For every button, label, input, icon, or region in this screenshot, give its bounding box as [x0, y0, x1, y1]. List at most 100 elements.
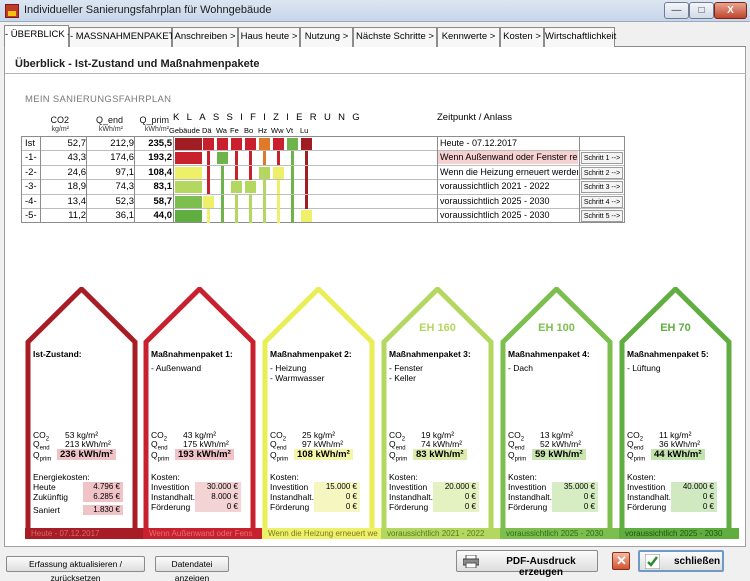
table-row: -3- 18,9 74,3 83,1 voraussichtlich 2021 …	[22, 180, 624, 195]
row-qend: 74,3	[115, 181, 135, 193]
strip-paket-4: voraussichtlich 2025 - 2030	[500, 528, 619, 539]
minimize-button[interactable]: —	[664, 2, 689, 19]
bar-wa	[221, 194, 224, 209]
bar-gebaeude	[175, 195, 202, 208]
tab-kennwerte[interactable]: Kennwerte >	[437, 27, 500, 47]
tab-naechste-schritte[interactable]: Nächste Schritte >	[353, 27, 437, 47]
bar-lu	[305, 180, 308, 195]
cost-value: 0 €	[314, 492, 360, 502]
row-qprim: 235,5	[148, 138, 172, 149]
col-qprim-unit: kWh/m²	[144, 126, 169, 133]
tab-haus-heute[interactable]: Haus heute >	[238, 27, 300, 47]
table-row: Ist 52,7 212,9 235,5 Heute - 07.12.2017	[22, 137, 624, 152]
schritt-1-button[interactable]: Schritt 1 -->	[581, 152, 623, 165]
table-divider	[437, 137, 438, 222]
cancel-button[interactable]: ✕	[612, 552, 630, 570]
house-outline	[619, 287, 732, 530]
measure-item: - Außenwand	[151, 363, 202, 373]
bar-lu	[305, 165, 308, 180]
tab-anschreiben[interactable]: Anschreiben >	[172, 27, 238, 47]
bar-lu	[301, 138, 312, 150]
klass-col-wa: Wa	[216, 126, 227, 135]
cost-value: 1.830 €	[83, 505, 123, 515]
update-button[interactable]: Erfassung aktualisieren / zurücksetzen	[6, 556, 145, 581]
bar-vt	[291, 151, 294, 166]
schritt-5-button[interactable]: Schritt 5 -->	[581, 210, 623, 222]
bar-vt	[287, 138, 298, 150]
strip-ist: Heute - 07.12.2017	[25, 528, 143, 539]
cost-label: Instandhalt.	[389, 492, 433, 502]
cost-value: 0 €	[552, 492, 598, 502]
qend-label: Qend	[151, 439, 168, 452]
bar-bo	[249, 151, 252, 166]
bar-gebaeude	[175, 138, 202, 150]
cost-value: 8.000 €	[195, 492, 241, 502]
bar-fe	[235, 165, 238, 180]
cost-label: Förderung	[627, 502, 667, 512]
tab-massnahmenpakete[interactable]: - MASSNAHMENPAKETE -	[69, 27, 186, 47]
pdf-button[interactable]: PDF-Ausdruck erzeugen	[456, 550, 598, 578]
qend-value: 52 kWh/m²	[540, 439, 582, 449]
row-co2: 24,6	[67, 166, 87, 178]
efficiency-label: EH 70	[660, 322, 691, 334]
strip-paket-5: voraussichtlich 2025 - 2030	[619, 528, 739, 539]
schritt-2-button[interactable]: Schritt 2 -->	[581, 166, 623, 179]
schritt-4-button[interactable]: Schritt 4 -->	[581, 195, 623, 208]
tab-wirtschaftlichkeit[interactable]: Wirtschaftlichkeit	[544, 27, 616, 47]
qprim-label: Qprim	[270, 450, 289, 463]
row-qend: 52,3	[115, 195, 135, 207]
qprim-label: Qprim	[33, 450, 52, 463]
row-co2: 18,9	[67, 181, 87, 193]
panel-header: Überblick - Ist-Zustand und Maßnahmenpak…	[5, 52, 746, 74]
bar-fe	[235, 151, 238, 166]
qend-label: Qend	[270, 439, 287, 452]
co2-label: CO2	[508, 430, 525, 443]
qprim-label: Qprim	[389, 450, 408, 463]
bar-vt	[291, 194, 294, 209]
tab-kosten[interactable]: Kosten >	[500, 27, 544, 47]
table-row: -2- 24,6 97,1 108,4 Wenn die Heizung ern…	[22, 165, 624, 181]
qprim-value: 83 kWh/m²	[413, 449, 467, 460]
bar-gebaeude	[175, 181, 202, 194]
datafile-button[interactable]: Datendatei anzeigen	[155, 556, 229, 581]
co2-value: 43 kg/m²	[183, 430, 217, 440]
measure-item: - Fenster	[389, 363, 424, 373]
co2-value: 13 kg/m²	[540, 430, 574, 440]
close-window-button[interactable]: X	[714, 2, 747, 19]
cost-value: 15.000 €	[314, 482, 360, 492]
house-outline	[381, 287, 494, 530]
klass-col-ww: Ww	[271, 126, 284, 135]
row-qprim: 83,1	[153, 181, 173, 193]
row-anlass: voraussichtlich 2025 - 2030	[440, 210, 550, 220]
cost-value: 0 €	[671, 492, 717, 502]
tab-nutzung[interactable]: Nutzung >	[300, 27, 353, 47]
cost-label: Investition	[389, 482, 428, 492]
house-outline	[262, 287, 375, 530]
bar-wa	[221, 209, 224, 223]
close-button-label: schließen	[674, 556, 721, 567]
house-card: EH 160 Maßnahmenpaket 3: - Fenster - Keller…	[381, 287, 494, 537]
maximize-button[interactable]: □	[689, 2, 714, 19]
row-anlass: voraussichtlich 2021 - 2022	[440, 181, 550, 192]
qprim-value: 108 kWh/m²	[294, 449, 353, 460]
cross-icon: ✕	[616, 553, 627, 568]
cost-label: Instandhalt.	[508, 492, 552, 502]
bar-fe	[235, 194, 238, 209]
qprim-value: 59 kWh/m²	[532, 449, 586, 460]
tab-ueberblick[interactable]: - ÜBERBLICK -	[4, 25, 70, 48]
close-button[interactable]: schließen	[638, 550, 724, 572]
row-qprim: 44,0	[153, 210, 173, 221]
measure-item: - Dach	[508, 363, 534, 373]
schritt-3-button[interactable]: Schritt 3 -->	[581, 181, 623, 194]
qend-value: 213 kWh/m²	[65, 439, 111, 449]
co2-value: 53 kg/m²	[65, 430, 99, 440]
cost-value: 30.000 €	[195, 482, 241, 492]
co2-value: 25 kg/m²	[302, 430, 336, 440]
klass-col-fe: Fe	[230, 126, 239, 135]
window-title: Individueller Sanierungsfahrplan für Woh…	[24, 4, 272, 16]
row-label: Ist	[25, 138, 36, 149]
klass-col-hz: Hz	[258, 126, 268, 135]
cost-value: 0 €	[433, 492, 479, 502]
bar-gebaeude	[175, 210, 202, 222]
bar-dae	[203, 195, 214, 208]
